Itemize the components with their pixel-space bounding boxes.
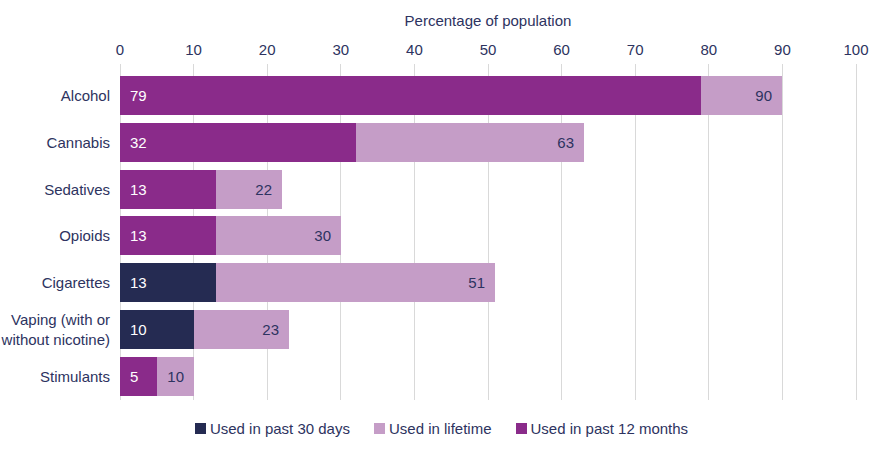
period-bar: 13 [120,263,216,302]
bar-chart: Percentage of population 0 10 20 30 40 50 60 70… [0,0,883,454]
value-label: 51 [468,274,495,291]
plot-area: 90 79 63 32 22 13 30 13 51 13 23 10 10 5 [120,64,856,400]
axis-tick-label: 50 [480,41,497,58]
value-label: 13 [120,227,147,244]
legend-label: Used in past 30 days [210,420,350,437]
category-label: Sedatives [0,170,110,209]
value-label: 10 [167,368,194,385]
axis-tick-label: 20 [259,41,276,58]
category-label: Vaping (with or without nicotine) [0,310,110,349]
category-label: Opioids [0,216,110,255]
axis-tick-label: 70 [627,41,644,58]
gridline [856,64,857,400]
gridline [782,64,783,400]
legend-item: Used in past 30 days [195,420,350,437]
axis-tick-label: 90 [774,41,791,58]
value-label: 10 [120,321,147,338]
period-bar: 5 [120,357,157,396]
value-label: 63 [557,134,584,151]
value-label: 79 [120,87,147,104]
legend-item: Used in lifetime [374,420,492,437]
axis-tick-label: 80 [700,41,717,58]
period-bar: 13 [120,216,216,255]
legend-swatch-lifetime [374,423,385,434]
value-label: 90 [755,87,782,104]
value-label: 13 [120,181,147,198]
period-bar: 13 [120,170,216,209]
legend-label: Used in lifetime [389,420,492,437]
legend-label: Used in past 12 months [531,420,689,437]
category-label: Cannabis [0,123,110,162]
legend: Used in past 30 days Used in lifetime Us… [0,419,883,437]
category-label: Stimulants [0,357,110,396]
period-bar: 32 [120,123,356,162]
value-label: 23 [262,321,289,338]
period-bar: 79 [120,76,701,115]
axis-tick-label: 10 [185,41,202,58]
value-label: 13 [120,274,147,291]
axis-tick-label: 60 [553,41,570,58]
category-label: Alcohol [0,76,110,115]
axis-title: Percentage of population [120,12,856,29]
legend-swatch-past-30-days [195,423,206,434]
axis-tick-label: 40 [406,41,423,58]
category-label: Cigarettes [0,263,110,302]
legend-swatch-past-12-months [516,423,527,434]
value-label: 32 [120,134,147,151]
period-bar: 10 [120,310,194,349]
axis-tick-label: 0 [116,41,124,58]
legend-item: Used in past 12 months [516,420,689,437]
axis-tick-label: 30 [332,41,349,58]
value-label: 5 [120,368,138,385]
value-label: 30 [314,227,341,244]
value-label: 22 [255,181,282,198]
axis-tick-label: 100 [843,41,868,58]
